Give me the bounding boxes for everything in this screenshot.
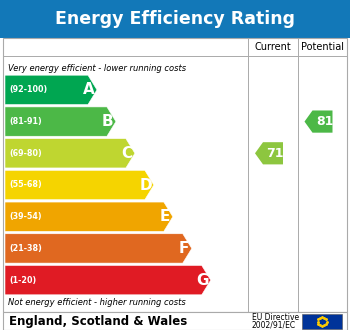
Text: C: C — [121, 146, 132, 161]
Text: (39-54): (39-54) — [9, 212, 42, 221]
Polygon shape — [5, 234, 192, 263]
Text: Potential: Potential — [301, 42, 344, 52]
Text: F: F — [178, 241, 189, 256]
Bar — [3, 38, 347, 312]
Text: (92-100): (92-100) — [9, 85, 47, 94]
Polygon shape — [5, 75, 97, 105]
Text: England, Scotland & Wales: England, Scotland & Wales — [9, 314, 187, 327]
Polygon shape — [5, 139, 135, 168]
Text: (55-68): (55-68) — [9, 181, 42, 189]
Text: (21-38): (21-38) — [9, 244, 42, 253]
Text: EU Directive: EU Directive — [252, 314, 299, 322]
Text: (1-20): (1-20) — [9, 276, 36, 285]
Text: 81: 81 — [316, 115, 333, 128]
Polygon shape — [5, 170, 154, 200]
Polygon shape — [5, 202, 173, 231]
Text: 2002/91/EC: 2002/91/EC — [252, 320, 296, 329]
Text: Current: Current — [255, 42, 291, 52]
Text: G: G — [196, 273, 209, 288]
Bar — [0, 0, 350, 38]
Text: (69-80): (69-80) — [9, 149, 42, 158]
Bar — [3, 312, 347, 330]
Polygon shape — [304, 111, 332, 133]
Text: (81-91): (81-91) — [9, 117, 42, 126]
Text: D: D — [140, 178, 152, 192]
Bar — [302, 314, 342, 329]
Text: E: E — [160, 209, 170, 224]
Text: Energy Efficiency Rating: Energy Efficiency Rating — [55, 10, 295, 28]
Text: B: B — [102, 114, 114, 129]
Text: Not energy efficient - higher running costs: Not energy efficient - higher running co… — [8, 298, 186, 307]
Text: 71: 71 — [266, 147, 284, 160]
Text: Very energy efficient - lower running costs: Very energy efficient - lower running co… — [8, 64, 186, 73]
Polygon shape — [5, 266, 211, 295]
Text: A: A — [83, 82, 95, 97]
Polygon shape — [5, 107, 116, 136]
Polygon shape — [255, 142, 283, 164]
